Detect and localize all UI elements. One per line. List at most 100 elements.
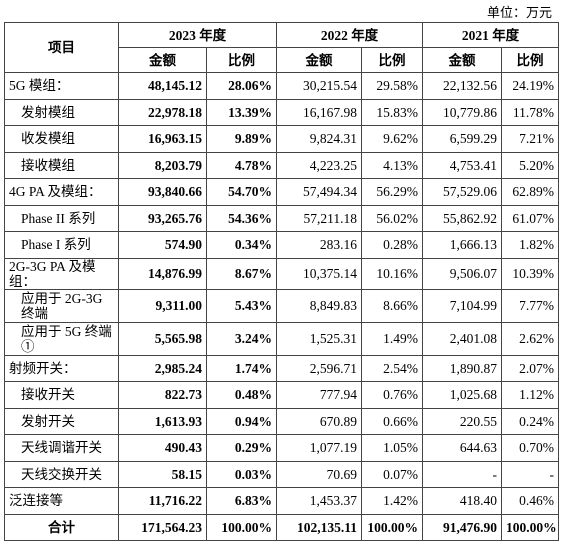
cell: 48,145.12: [118, 72, 207, 100]
cell: 100.00%: [206, 513, 277, 541]
cell: 57,494.34: [276, 178, 362, 206]
cell: 9,824.31: [276, 125, 362, 153]
cell: 62.89%: [501, 178, 559, 206]
cell: 14,876.99: [118, 257, 207, 290]
row-label: 接收模组: [4, 151, 119, 179]
cell: 16,167.98: [276, 98, 362, 126]
cell: 22,132.56: [422, 72, 502, 100]
cell: 9,506.07: [422, 257, 502, 290]
cell: 4.13%: [361, 151, 423, 179]
table-row: 应用于 5G 终端① 5,565.98 3.24% 1,525.31 1.49% 2,40…: [4, 321, 559, 356]
cell: 61.07%: [501, 204, 559, 232]
cell: 220.55: [422, 407, 502, 435]
table-row: 天线交换开关 58.15 0.03% 70.69 0.07% - -: [4, 460, 559, 488]
row-label: 发射模组: [4, 98, 119, 126]
cell: 91,476.90: [422, 513, 502, 541]
header-row: 金额 比例 金额 比例 金额 比例: [5, 47, 559, 73]
cell: 54.36%: [206, 204, 277, 232]
table-row: 4G PA 及模组： 93,840.66 54.70% 57,494.34 56.29%…: [4, 178, 559, 206]
cell: -: [501, 460, 559, 488]
header-cell: 比例: [206, 47, 277, 73]
cell: 2.54%: [361, 354, 423, 382]
table-row: 泛连接等 11,716.22 6.83% 1,453.37 1.42% 418.40 0.4…: [4, 487, 559, 515]
cell: 1,525.31: [276, 321, 362, 356]
row-label: 射频开关：: [4, 354, 119, 382]
cell: 7,104.99: [422, 288, 502, 323]
cell: 57,529.06: [422, 178, 502, 206]
cell: 58.15: [118, 460, 207, 488]
row-label: 5G 模组：: [4, 72, 119, 100]
cell: 4,753.41: [422, 151, 502, 179]
table-row: 接收模组 8,203.79 4.78% 4,223.25 4.13% 4,753.41 5.…: [4, 151, 559, 179]
row-label: 收发模组: [4, 125, 119, 153]
cell: 1.82%: [501, 231, 559, 259]
cell: 2.07%: [501, 354, 559, 382]
cell: 1.74%: [206, 354, 277, 382]
cell: 6.83%: [206, 487, 277, 515]
cell: 102,135.11: [276, 513, 362, 541]
cell: 1,025.68: [422, 381, 502, 409]
cell: 4.78%: [206, 151, 277, 179]
row-label: 接收开关: [4, 381, 119, 409]
cell: 2,596.71: [276, 354, 362, 382]
cell: 10,779.86: [422, 98, 502, 126]
row-label: 泛连接等: [4, 487, 119, 515]
table-row: 合计 171,564.23 100.00% 102,135.11 100.00% 91,4…: [4, 513, 559, 541]
row-label: 天线交换开关: [4, 460, 119, 488]
cell: 0.94%: [206, 407, 277, 435]
cell: 0.76%: [361, 381, 423, 409]
cell: 0.24%: [501, 407, 559, 435]
cell: 8.67%: [206, 257, 277, 290]
table-row: 发射开关 1,613.93 0.94% 670.89 0.66% 220.55 0.24%: [4, 407, 559, 435]
row-label: 4G PA 及模组：: [4, 178, 119, 206]
cell: 777.94: [276, 381, 362, 409]
header-cell: 金额: [276, 47, 362, 73]
cell: 1,077.19: [276, 434, 362, 462]
cell: 22,978.18: [118, 98, 207, 126]
cell: 0.46%: [501, 487, 559, 515]
table-row: Phase I 系列 574.90 0.34% 283.16 0.28% 1,666.13…: [4, 231, 559, 259]
cell: 1,613.93: [118, 407, 207, 435]
cell: 0.03%: [206, 460, 277, 488]
table-row: 应用于 2G-3G 终端 9,311.00 5.43% 8,849.83 8.66% 7,…: [4, 288, 559, 323]
cell: 2,401.08: [422, 321, 502, 356]
row-label: 合计: [4, 513, 119, 541]
cell: 7.21%: [501, 125, 559, 153]
cell: 10.16%: [361, 257, 423, 290]
cell: 13.39%: [206, 98, 277, 126]
cell: 0.34%: [206, 231, 277, 259]
header-cell: 比例: [361, 47, 423, 73]
cell: 670.89: [276, 407, 362, 435]
cell: 5.20%: [501, 151, 559, 179]
cell: 100.00%: [361, 513, 423, 541]
cell: -: [422, 460, 502, 488]
cell: 822.73: [118, 381, 207, 409]
row-label: Phase II 系列: [4, 204, 119, 232]
header-cell: 金额: [422, 47, 502, 73]
cell: 8,203.79: [118, 151, 207, 179]
cell: 4,223.25: [276, 151, 362, 179]
cell: 644.63: [422, 434, 502, 462]
cell: 11,716.22: [118, 487, 207, 515]
table-row: 收发模组 16,963.15 9.89% 9,824.31 9.62% 6,599.29 7…: [4, 125, 559, 153]
cell: 3.24%: [206, 321, 277, 356]
header-cell: 金额: [118, 47, 207, 73]
cell: 56.02%: [361, 204, 423, 232]
cell: 1,666.13: [422, 231, 502, 259]
cell: 9,311.00: [118, 288, 207, 323]
cell: 283.16: [276, 231, 362, 259]
cell: 29.58%: [361, 72, 423, 100]
cell: 5.43%: [206, 288, 277, 323]
table-row: 发射模组 22,978.18 13.39% 16,167.98 15.83% 10,779…: [4, 98, 559, 126]
table-row: 接收开关 822.73 0.48% 777.94 0.76% 1,025.68 1.12%: [4, 381, 559, 409]
cell: 1.42%: [361, 487, 423, 515]
cell: 6,599.29: [422, 125, 502, 153]
cell: 56.29%: [361, 178, 423, 206]
cell: 1,453.37: [276, 487, 362, 515]
row-label: Phase I 系列: [4, 231, 119, 259]
cell: 24.19%: [501, 72, 559, 100]
unit-label: 单位：万元: [486, 5, 552, 20]
cell: 1.12%: [501, 381, 559, 409]
row-label: 发射开关: [4, 407, 119, 435]
